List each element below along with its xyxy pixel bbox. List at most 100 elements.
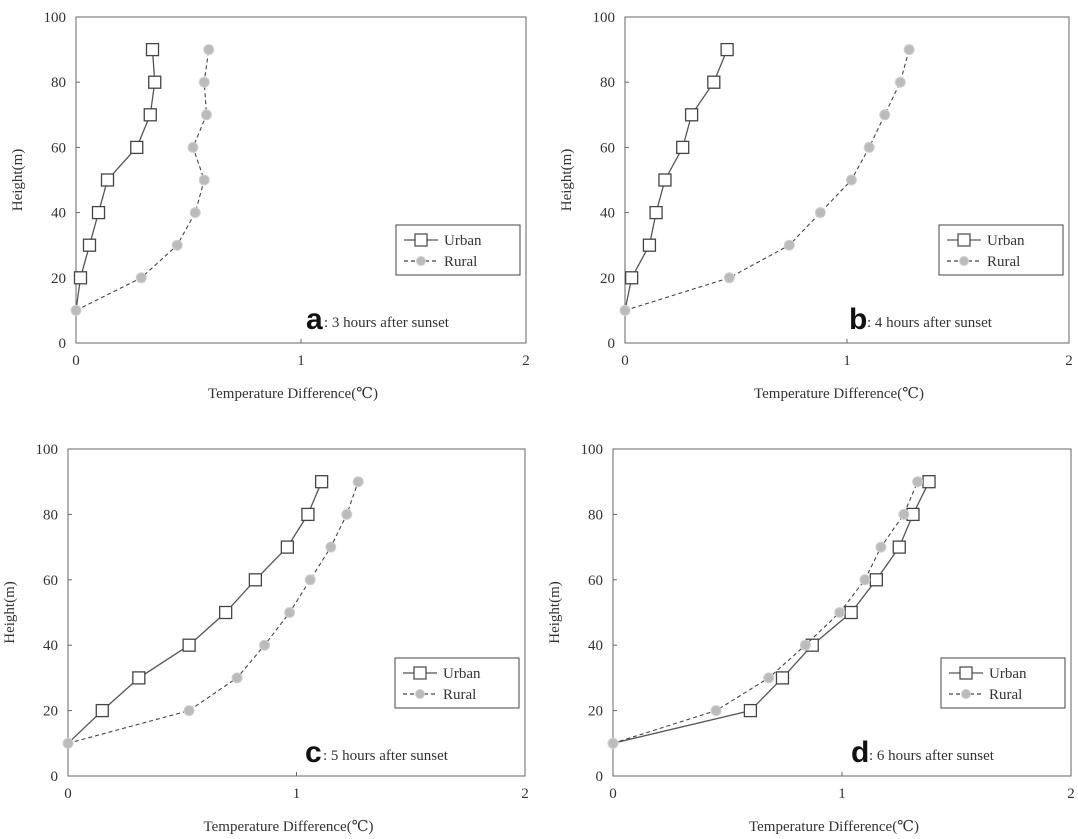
data-point-urban [744, 705, 756, 717]
data-point-urban [144, 109, 156, 121]
data-point-rural [188, 142, 198, 152]
data-point-urban [893, 541, 905, 553]
y-tick-label: 40 [43, 638, 58, 654]
y-tick-label: 20 [43, 704, 58, 720]
data-point-urban [147, 44, 159, 56]
data-point-urban [677, 141, 689, 153]
y-axis-label: Height(m) [559, 149, 575, 211]
y-tick-label: 100 [581, 442, 604, 458]
data-point-rural [326, 542, 336, 552]
legend-marker-rural [416, 690, 425, 699]
data-point-rural [204, 45, 214, 55]
x-axis-label: Temperature Difference(℃) [754, 386, 924, 402]
data-point-rural [305, 575, 315, 585]
data-point-rural [876, 542, 886, 552]
data-point-rural [202, 110, 212, 120]
data-point-urban [316, 476, 328, 488]
series-line-urban [613, 482, 929, 744]
y-tick-label: 100 [36, 442, 59, 458]
data-point-urban [845, 607, 857, 619]
legend-label-rural: Rural [989, 687, 1022, 703]
y-tick-label: 60 [600, 140, 615, 156]
data-point-rural [136, 273, 146, 283]
data-point-rural [285, 608, 295, 618]
x-tick-label: 1 [293, 786, 301, 802]
data-point-urban [626, 272, 638, 284]
data-point-rural [864, 142, 874, 152]
legend-marker-urban [415, 234, 427, 246]
data-point-rural [880, 110, 890, 120]
data-point-urban [708, 76, 720, 88]
y-tick-label: 60 [43, 573, 58, 589]
data-point-rural [71, 305, 81, 315]
legend-marker-rural [962, 690, 971, 699]
data-point-rural [800, 640, 810, 650]
x-tick-label: 2 [521, 786, 529, 802]
y-tick-label: 0 [596, 769, 604, 785]
legend-marker-rural [960, 257, 969, 266]
y-tick-label: 80 [600, 75, 615, 91]
chart-panel-b: 0 20 40 60 80 100 0 1 2 Temperature Difference(℃)… [559, 10, 1073, 402]
y-tick-label: 0 [59, 336, 67, 352]
x-axis-label: Temperature Difference(℃) [749, 819, 919, 835]
legend-label-rural: Rural [444, 254, 477, 270]
y-tick-label: 60 [588, 573, 603, 589]
y-tick-label: 0 [51, 769, 59, 785]
y-tick-label: 40 [51, 206, 66, 222]
x-tick-label: 2 [522, 353, 530, 369]
legend-marker-urban [958, 234, 970, 246]
legend-label-rural: Rural [443, 687, 476, 703]
x-tick-label: 0 [64, 786, 72, 802]
y-tick-label: 20 [600, 271, 615, 287]
y-tick-label: 80 [588, 507, 603, 523]
x-tick-label: 0 [621, 353, 629, 369]
x-tick-label: 0 [609, 786, 617, 802]
data-point-rural [232, 673, 242, 683]
legend-label-urban: Urban [444, 233, 482, 249]
data-point-urban [643, 239, 655, 251]
data-point-urban [131, 141, 143, 153]
data-point-rural [184, 706, 194, 716]
y-axis-label: Height(m) [10, 149, 26, 211]
panel-letter: d [851, 736, 869, 769]
data-point-rural [260, 640, 270, 650]
series-line-urban [76, 50, 155, 311]
y-axis-label: Height(m) [2, 581, 18, 643]
data-point-rural [895, 77, 905, 87]
data-point-urban [870, 574, 882, 586]
data-point-urban [93, 207, 105, 219]
data-point-rural [172, 240, 182, 250]
data-point-urban [102, 174, 114, 186]
data-point-urban [183, 639, 195, 651]
x-tick-label: 2 [1065, 353, 1073, 369]
y-tick-label: 80 [51, 75, 66, 91]
y-tick-label: 100 [44, 10, 67, 26]
x-tick-label: 2 [1067, 786, 1075, 802]
panel-label: : 6 hours after sunset [869, 748, 995, 764]
y-tick-label: 40 [600, 206, 615, 222]
y-tick-label: 0 [608, 336, 616, 352]
data-point-rural [899, 509, 909, 519]
data-point-urban [721, 44, 733, 56]
panel-label: : 3 hours after sunset [324, 315, 450, 331]
data-point-urban [84, 239, 96, 251]
data-point-urban [249, 574, 261, 586]
data-point-rural [835, 608, 845, 618]
data-point-rural [199, 175, 209, 185]
y-tick-label: 80 [43, 507, 58, 523]
panel-label: : 5 hours after sunset [323, 748, 449, 764]
chart-panel-c: 0204060801000 1 2Temperature Difference(℃)… [2, 442, 529, 835]
panel-label: : 4 hours after sunset [867, 315, 993, 331]
data-point-rural [711, 706, 721, 716]
data-point-rural [764, 673, 774, 683]
legend-marker-urban [960, 667, 972, 679]
y-tick-label: 100 [593, 10, 616, 26]
data-point-urban [133, 672, 145, 684]
data-point-rural [608, 738, 618, 748]
legend-marker-rural [417, 257, 426, 266]
legend-marker-urban [414, 667, 426, 679]
data-point-rural [63, 738, 73, 748]
data-point-urban [650, 207, 662, 219]
legend-label-urban: Urban [443, 666, 481, 682]
